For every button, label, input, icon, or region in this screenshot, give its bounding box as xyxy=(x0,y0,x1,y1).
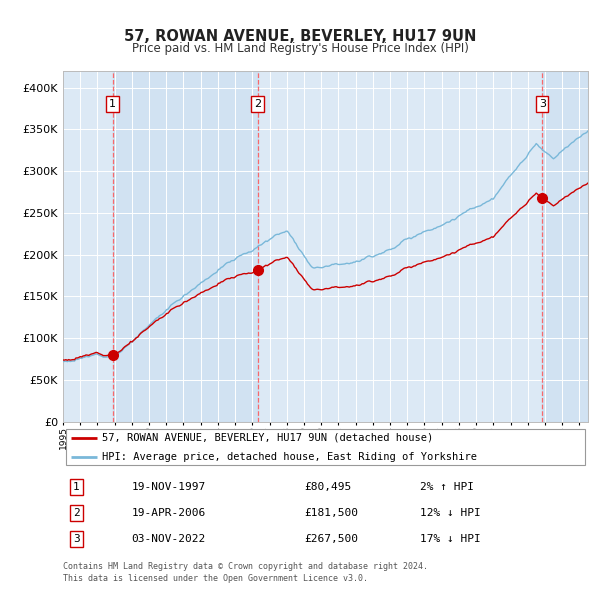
Text: £267,500: £267,500 xyxy=(305,534,359,544)
Text: HPI: Average price, detached house, East Riding of Yorkshire: HPI: Average price, detached house, East… xyxy=(103,453,478,462)
Text: 2% ↑ HPI: 2% ↑ HPI xyxy=(420,481,474,491)
Text: 2: 2 xyxy=(73,508,79,517)
Text: 19-APR-2006: 19-APR-2006 xyxy=(131,508,205,517)
Bar xyxy=(542,71,588,422)
Text: 12% ↓ HPI: 12% ↓ HPI xyxy=(420,508,481,517)
Text: 17% ↓ HPI: 17% ↓ HPI xyxy=(420,534,481,544)
Text: 1: 1 xyxy=(73,481,79,491)
Text: 1: 1 xyxy=(109,99,116,109)
Text: 3: 3 xyxy=(73,534,79,544)
Text: Contains HM Land Registry data © Crown copyright and database right 2024.
This d: Contains HM Land Registry data © Crown c… xyxy=(63,562,428,583)
Text: 3: 3 xyxy=(539,99,546,109)
FancyBboxPatch shape xyxy=(65,429,586,466)
Text: £181,500: £181,500 xyxy=(305,508,359,517)
Text: 57, ROWAN AVENUE, BEVERLEY, HU17 9UN: 57, ROWAN AVENUE, BEVERLEY, HU17 9UN xyxy=(124,29,476,44)
Text: 03-NOV-2022: 03-NOV-2022 xyxy=(131,534,205,544)
Text: 57, ROWAN AVENUE, BEVERLEY, HU17 9UN (detached house): 57, ROWAN AVENUE, BEVERLEY, HU17 9UN (de… xyxy=(103,433,434,443)
Text: £80,495: £80,495 xyxy=(305,481,352,491)
Text: Price paid vs. HM Land Registry's House Price Index (HPI): Price paid vs. HM Land Registry's House … xyxy=(131,42,469,55)
Text: 2: 2 xyxy=(254,99,261,109)
Text: 19-NOV-1997: 19-NOV-1997 xyxy=(131,481,205,491)
Bar xyxy=(113,71,257,422)
